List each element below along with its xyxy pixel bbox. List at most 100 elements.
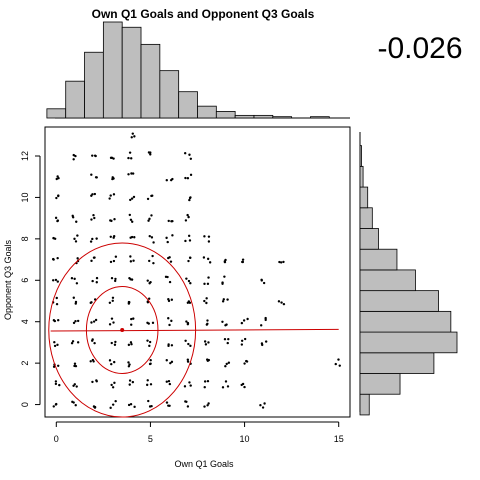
scatter-point-cluster (89, 358, 95, 363)
scatter-point-cluster (203, 276, 210, 286)
scatter-point (112, 321, 115, 324)
scatter-point (149, 151, 152, 154)
y-tick-label: 6 (20, 278, 30, 283)
scatter-point-cluster (53, 341, 59, 348)
y-tick-label: 12 (20, 151, 30, 161)
y-histogram-bar (359, 145, 362, 167)
scatter-point (108, 323, 112, 326)
scatter-point (206, 404, 209, 407)
scatter-point (75, 385, 78, 388)
scatter-point (93, 192, 97, 196)
scatter-point (224, 380, 228, 383)
regression-line (50, 328, 339, 332)
scatter-point (166, 240, 169, 244)
scatter-point (207, 276, 210, 279)
scatter-point (114, 399, 117, 403)
x-tick-label: 10 (240, 434, 250, 444)
scatter-point-cluster (91, 276, 99, 284)
scatter-point (108, 197, 111, 200)
scatter-point-cluster (184, 213, 190, 222)
scatter-point (206, 359, 210, 362)
scatter-point (90, 301, 93, 304)
x-histogram-bar (84, 51, 104, 119)
y-histogram-bar (359, 269, 416, 292)
scatter-point (76, 319, 80, 323)
scatter-point (337, 358, 340, 361)
scatter-point-cluster (145, 379, 153, 387)
y-histogram-bar (359, 352, 435, 374)
x-tick-label: 15 (334, 434, 344, 444)
scatter-point (203, 235, 206, 238)
scatter-point (93, 216, 96, 220)
scatter-point (74, 320, 77, 323)
scatter-point (133, 236, 136, 239)
x-histogram-bar (65, 80, 85, 119)
scatter-point (56, 280, 59, 283)
scatter-point-cluster (165, 401, 171, 408)
scatter-point (187, 215, 190, 219)
scatter-point-cluster (128, 276, 134, 281)
scatter-point (240, 343, 244, 346)
scatter-point-cluster (203, 297, 208, 305)
x-histogram-bar (272, 116, 293, 119)
scatter-point (151, 194, 154, 197)
scatter-point-cluster (51, 256, 59, 261)
scatter-point-cluster (146, 279, 152, 285)
scatter-point (243, 362, 246, 365)
scatter-point (132, 195, 136, 199)
scatter-point-cluster (91, 379, 98, 384)
scatter-point (246, 317, 249, 321)
scatter-point-cluster (205, 319, 209, 326)
scatter-point (240, 383, 243, 387)
scatter-point (129, 341, 133, 344)
scatter-point-cluster (167, 298, 174, 303)
scatter-point (55, 196, 58, 200)
scatter-point (128, 383, 131, 386)
scatter-point (227, 337, 230, 341)
y-histogram-bar (359, 373, 401, 395)
y-histogram-bar (359, 290, 439, 312)
y-histogram-bar (359, 228, 379, 250)
x-marginal-histogram (46, 21, 350, 119)
scatter-point-cluster (89, 237, 98, 243)
scatter-point (189, 173, 193, 177)
scatter-point (95, 237, 98, 240)
scatter-point (185, 277, 188, 280)
scatter-point (241, 258, 245, 261)
scatter-point (186, 358, 190, 361)
scatter-point (133, 135, 136, 138)
scatter-point-cluster (184, 173, 193, 180)
scatter-point (187, 279, 191, 283)
scatter-point (152, 241, 155, 244)
scatter-point (148, 405, 152, 408)
scatter-point-cluster (224, 361, 231, 368)
scatter-point (207, 402, 210, 405)
scatter-point (58, 383, 61, 387)
scatter-point (54, 278, 58, 282)
scatter-point (221, 386, 225, 389)
mean-point (120, 328, 125, 332)
scatter-point (147, 399, 150, 403)
scatter-point (57, 364, 60, 367)
scatter-point (148, 344, 151, 348)
scatter-point-cluster (127, 403, 136, 409)
scatter-point (71, 216, 75, 219)
y-tick-label: 2 (20, 361, 30, 366)
x-histogram-bar (121, 26, 142, 119)
scatter-point-cluster (108, 193, 116, 200)
scatter-point (202, 256, 206, 259)
scatter-point (261, 406, 265, 409)
scatter-point (74, 240, 78, 243)
x-histogram-bar (215, 111, 236, 119)
scatter-point-cluster (223, 258, 227, 264)
scatter-point (114, 340, 117, 344)
y-histogram-bar (359, 165, 364, 188)
scatter-point (127, 403, 131, 407)
scatter-point-cluster (129, 235, 136, 239)
scatter-point-cluster (128, 379, 135, 386)
scatter-point (188, 239, 192, 242)
scatter-point (110, 317, 114, 320)
scatter-point-cluster (54, 380, 61, 387)
scatter-point (189, 384, 192, 387)
scatter-point-cluster (240, 317, 249, 325)
